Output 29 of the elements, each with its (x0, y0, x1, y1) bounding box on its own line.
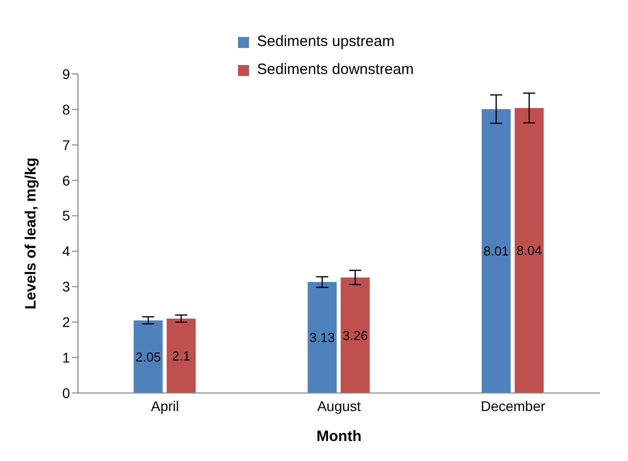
data-label: 3.13 (310, 330, 335, 346)
data-label: 2.1 (172, 348, 190, 364)
data-label: 8.04 (516, 243, 542, 258)
y-tick-label: 3 (62, 278, 70, 295)
y-tick-label: 4 (62, 243, 70, 260)
x-axis-title: Month (316, 428, 362, 445)
y-tick-label: 9 (62, 66, 70, 82)
data-label: 3.26 (342, 328, 368, 343)
y-tick-label: 2 (62, 314, 70, 330)
bar (482, 109, 511, 393)
x-tick-label: December (480, 398, 546, 414)
y-tick-label: 1 (62, 350, 70, 366)
y-tick-label: 8 (62, 101, 70, 118)
x-tick-label: August (317, 398, 361, 414)
y-tick-label: 0 (62, 384, 70, 401)
data-label: 2.05 (136, 349, 161, 364)
bar (166, 318, 196, 393)
y-tick-label: 6 (62, 172, 70, 188)
y-axis-title: Levels of lead, mg/kg (22, 158, 40, 310)
bar (134, 320, 163, 393)
y-tick-label: 7 (62, 136, 70, 153)
data-label: 8.01 (484, 244, 509, 259)
x-tick-label: April (150, 398, 180, 414)
bar (514, 108, 544, 393)
bar (340, 277, 370, 393)
legend-label: Sediments downstream (257, 60, 414, 80)
legend-label: Sediments upstream (257, 32, 395, 52)
y-tick-label: 5 (62, 208, 70, 224)
bar (308, 282, 337, 393)
